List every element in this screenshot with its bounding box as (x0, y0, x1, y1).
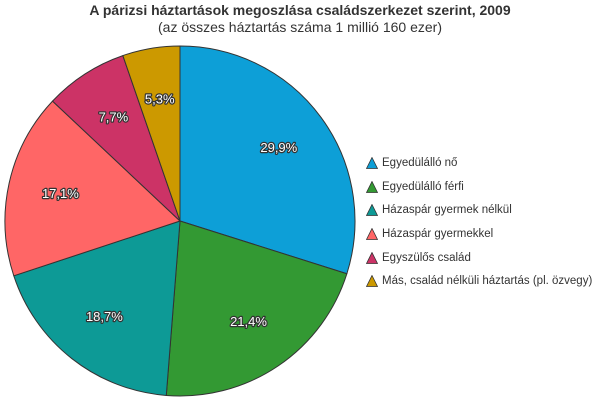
chart-subtitle: (az összes háztartás száma 1 millió 160 … (158, 19, 442, 35)
slice-label-5: 7,7% (99, 110, 129, 125)
legend-item-3: Házaspár gyermek nélkül (365, 202, 597, 226)
pie-slice-2 (165, 220, 348, 397)
legend-item-2: Egyedülálló férfi (365, 179, 597, 203)
legend-label: Egyedülálló nő (382, 157, 458, 169)
legend-triangle-icon (366, 180, 378, 193)
legend-triangle-icon (366, 157, 378, 169)
chart-title: A párizsi háztartások megoszlása családs… (89, 2, 511, 18)
slice-label-2: 21,4% (230, 314, 267, 329)
legend-item-4: Házaspár gyermekkel (365, 226, 597, 250)
pie-slice-3 (13, 220, 181, 396)
pie-slice-6 (122, 45, 181, 222)
legend: Egyedülálló nő Egyedülálló férfi Házaspár … (365, 155, 597, 297)
slice-label-4: 17,1% (42, 186, 79, 201)
legend-triangle-icon (366, 251, 378, 264)
legend-label: Más, család nélküli háztartás (pl. özveg… (382, 275, 593, 288)
pie-slice-4 (4, 100, 181, 277)
legend-item-5: Egyszülős család (365, 250, 597, 274)
legend-label: Egyedülálló férfi (382, 180, 464, 193)
legend-item-6: Más, család nélküli háztartás (pl. özveg… (365, 273, 597, 297)
pie-slice-1 (179, 45, 356, 275)
legend-triangle-icon (366, 275, 378, 288)
slice-label-3: 18,7% (86, 309, 123, 324)
legend-label: Egyszülős család (382, 251, 471, 264)
slice-label-1: 29,9% (260, 140, 297, 155)
legend-label: Házaspár gyermek nélkül (382, 204, 512, 217)
legend-label: Házaspár gyermekkel (382, 228, 494, 241)
slice-label-6: 5,3% (145, 92, 175, 107)
legend-item-1: Egyedülálló nő (365, 155, 597, 179)
legend-triangle-icon (366, 228, 378, 240)
legend-triangle-icon (366, 204, 378, 217)
